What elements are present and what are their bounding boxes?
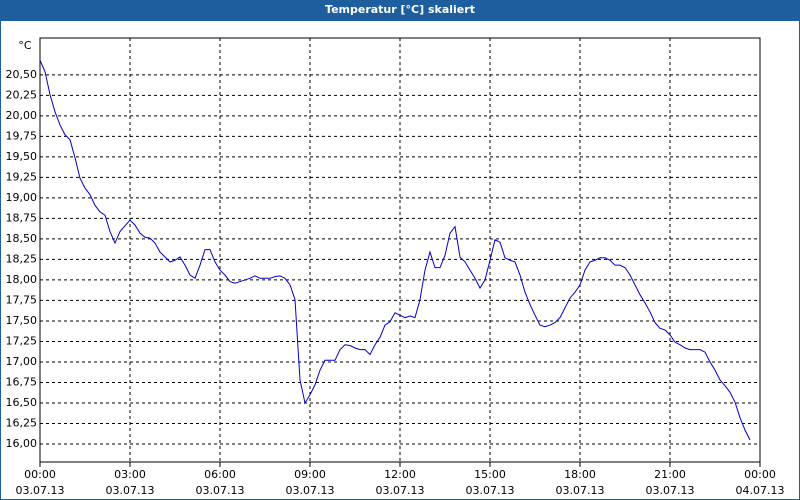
y-tick-label: 19,75 <box>6 129 38 142</box>
y-tick-label: 17,75 <box>6 293 38 306</box>
y-tick-label: 17,50 <box>6 314 38 327</box>
y-tick-label: 18,00 <box>6 273 38 286</box>
y-tick-label: 16,50 <box>6 396 38 409</box>
x-tick-date: 03.07.13 <box>16 484 65 497</box>
data-line <box>39 59 751 441</box>
x-tick-date: 04.07.13 <box>736 484 785 497</box>
x-tick-label: 00:00 <box>744 468 776 481</box>
window-title: Temperatur [°C] skaliert <box>325 3 475 16</box>
y-tick-label: 18,50 <box>6 232 38 245</box>
x-tick-label: 00:00 <box>24 468 56 481</box>
y-tick-label: 20,50 <box>6 68 38 81</box>
x-tick-date: 03.07.13 <box>466 484 515 497</box>
y-tick-label: 16,25 <box>6 416 38 429</box>
x-tick-date: 03.07.13 <box>286 484 335 497</box>
x-tick-date: 03.07.13 <box>376 484 425 497</box>
y-tick-label: 18,75 <box>6 211 38 224</box>
x-tick-label: 15:00 <box>474 468 506 481</box>
y-tick-label: 19,25 <box>6 170 38 183</box>
y-tick-label: 18,25 <box>6 252 38 265</box>
x-tick-date: 03.07.13 <box>196 484 245 497</box>
x-tick-label: 12:00 <box>384 468 416 481</box>
y-tick-label: 19,50 <box>6 150 38 163</box>
y-tick-label: 17,25 <box>6 334 38 347</box>
y-tick-label: 20,00 <box>6 109 38 122</box>
x-tick-date: 03.07.13 <box>556 484 605 497</box>
y-tick-label: 16,00 <box>6 437 38 450</box>
title-bar <box>0 0 800 20</box>
y-tick-label: 17,00 <box>6 355 38 368</box>
x-tick-label: 09:00 <box>294 468 326 481</box>
x-tick-label: 21:00 <box>654 468 686 481</box>
y-tick-label: 19,00 <box>6 191 38 204</box>
y-tick-label: 20,25 <box>6 88 38 101</box>
y-axis-label: °C <box>18 39 32 52</box>
x-tick-date: 03.07.13 <box>106 484 155 497</box>
x-tick-label: 06:00 <box>204 468 236 481</box>
plot-frame <box>39 37 761 463</box>
x-tick-label: 18:00 <box>564 468 596 481</box>
y-tick-label: 16,75 <box>6 375 38 388</box>
x-tick-date: 03.07.13 <box>646 484 695 497</box>
x-tick-label: 03:00 <box>114 468 146 481</box>
